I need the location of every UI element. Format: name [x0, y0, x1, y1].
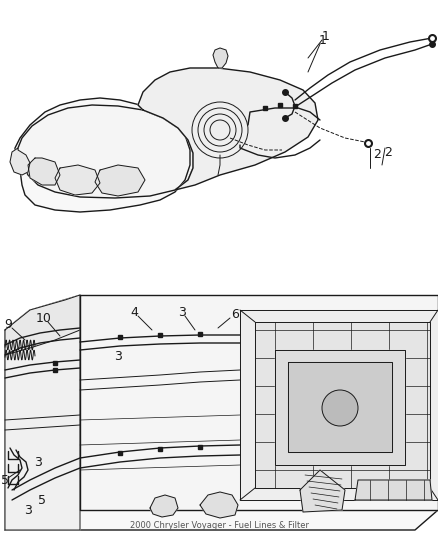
Polygon shape	[15, 98, 190, 212]
Polygon shape	[288, 362, 392, 452]
Polygon shape	[10, 148, 30, 175]
Text: 3: 3	[24, 504, 32, 516]
Text: 1: 1	[322, 29, 330, 43]
Polygon shape	[200, 492, 238, 518]
Text: 5: 5	[1, 473, 9, 487]
Text: 5: 5	[38, 494, 46, 506]
Text: 2000 Chrysler Voyager - Fuel Lines & Filter: 2000 Chrysler Voyager - Fuel Lines & Fil…	[130, 521, 308, 529]
Text: 4: 4	[130, 305, 138, 319]
Polygon shape	[213, 48, 228, 68]
Text: 10: 10	[36, 311, 52, 325]
Text: 3: 3	[178, 305, 186, 319]
Circle shape	[322, 390, 358, 426]
Text: 3: 3	[114, 350, 122, 362]
Polygon shape	[255, 322, 430, 488]
Polygon shape	[275, 350, 405, 465]
Polygon shape	[28, 158, 60, 185]
Polygon shape	[138, 68, 318, 190]
Polygon shape	[18, 105, 193, 198]
Polygon shape	[80, 295, 438, 510]
Polygon shape	[95, 165, 145, 196]
Text: 9: 9	[4, 318, 12, 330]
Polygon shape	[55, 165, 100, 195]
Text: 1: 1	[319, 34, 327, 46]
Polygon shape	[5, 310, 438, 530]
Text: 3: 3	[34, 456, 42, 469]
Polygon shape	[355, 480, 432, 500]
Polygon shape	[5, 295, 80, 530]
Text: 2: 2	[384, 146, 392, 158]
Polygon shape	[300, 470, 345, 512]
Text: 2: 2	[373, 149, 381, 161]
Text: 6: 6	[231, 308, 239, 320]
Polygon shape	[150, 495, 178, 517]
Polygon shape	[240, 310, 438, 500]
Polygon shape	[5, 295, 80, 355]
